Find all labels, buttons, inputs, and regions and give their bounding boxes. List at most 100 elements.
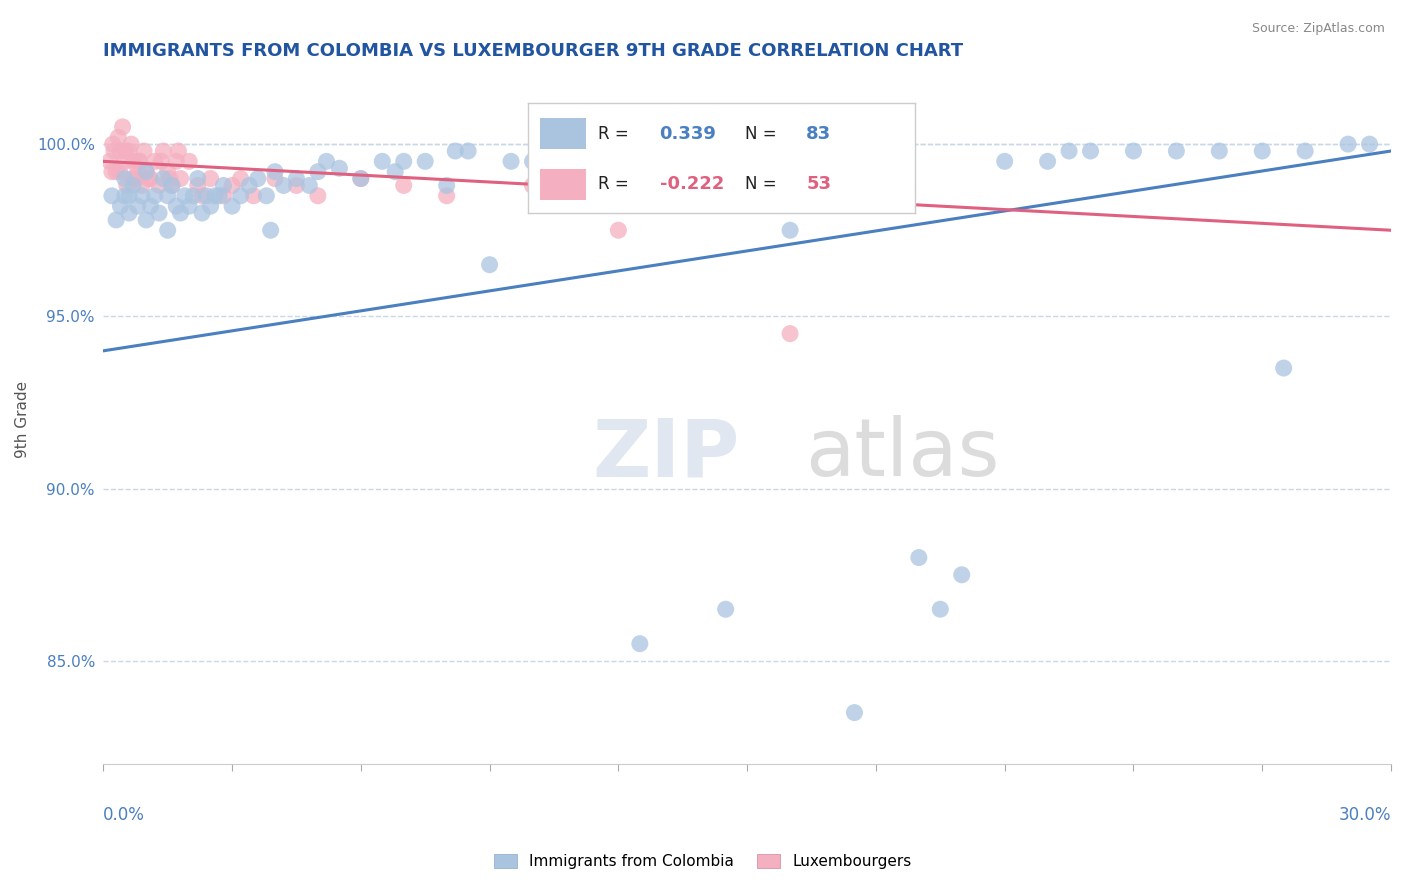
Point <box>221 199 243 213</box>
Point <box>148 178 170 193</box>
Point <box>98 154 121 169</box>
Point <box>457 144 479 158</box>
Point <box>1208 144 1230 158</box>
Point <box>128 154 150 169</box>
Point <box>118 188 141 202</box>
Point <box>127 164 149 178</box>
Point <box>229 171 252 186</box>
Point <box>238 178 260 193</box>
Point <box>118 144 141 158</box>
Point <box>208 188 231 202</box>
Point <box>107 130 129 145</box>
Point <box>101 188 124 202</box>
Point <box>105 164 128 178</box>
Point <box>143 154 166 169</box>
Point <box>108 164 131 178</box>
Point <box>543 144 565 158</box>
Point <box>212 188 235 202</box>
Point <box>191 206 214 220</box>
Point <box>821 164 844 178</box>
Point <box>650 144 672 158</box>
Point <box>156 188 179 202</box>
Point <box>371 154 394 169</box>
Point <box>436 188 458 202</box>
Point <box>499 154 522 169</box>
Point <box>1337 137 1360 152</box>
Point <box>111 120 134 134</box>
Point <box>101 164 124 178</box>
Point <box>779 326 801 341</box>
Point <box>555 164 578 178</box>
Point <box>139 199 162 213</box>
Point <box>285 178 308 193</box>
Point <box>436 178 458 193</box>
Point <box>908 550 931 565</box>
Point <box>156 223 179 237</box>
Point <box>105 213 128 227</box>
Point <box>564 188 586 202</box>
Point <box>122 178 145 193</box>
Point <box>169 206 191 220</box>
Point <box>165 199 187 213</box>
Point <box>1122 144 1144 158</box>
Point <box>131 188 153 202</box>
Point <box>183 188 205 202</box>
Point <box>315 154 337 169</box>
Point <box>413 154 436 169</box>
Point <box>246 171 269 186</box>
Point <box>693 188 716 202</box>
Point <box>120 137 142 152</box>
Y-axis label: 9th Grade: 9th Grade <box>15 381 30 458</box>
Point <box>478 258 501 272</box>
Point <box>929 602 952 616</box>
Point <box>135 164 157 178</box>
Point <box>143 188 166 202</box>
Point <box>122 154 145 169</box>
Point <box>167 144 190 158</box>
Point <box>1080 144 1102 158</box>
Point <box>114 188 136 202</box>
Point <box>392 154 415 169</box>
Text: IMMIGRANTS FROM COLOMBIA VS LUXEMBOURGER 9TH GRADE CORRELATION CHART: IMMIGRANTS FROM COLOMBIA VS LUXEMBOURGER… <box>103 42 963 60</box>
Point <box>229 188 252 202</box>
Point <box>384 164 406 178</box>
Point <box>328 161 350 176</box>
Point <box>132 144 155 158</box>
Point <box>298 178 321 193</box>
Point <box>260 223 283 237</box>
Point <box>607 223 630 237</box>
Point <box>350 171 373 186</box>
Point <box>1294 144 1316 158</box>
Point <box>114 154 136 169</box>
Point <box>242 188 264 202</box>
Legend: Immigrants from Colombia, Luxembourgers: Immigrants from Colombia, Luxembourgers <box>488 848 918 875</box>
Point <box>159 171 181 186</box>
Point <box>135 213 157 227</box>
Point <box>779 223 801 237</box>
Point <box>735 144 758 158</box>
Point <box>101 137 124 152</box>
Point <box>103 144 125 158</box>
Point <box>844 706 866 720</box>
Point <box>285 171 308 186</box>
Text: atlas: atlas <box>806 415 1000 493</box>
Point <box>1251 144 1274 158</box>
Point <box>152 144 174 158</box>
Point <box>392 178 415 193</box>
Point <box>127 199 149 213</box>
Point <box>1057 144 1080 158</box>
Point <box>114 171 136 186</box>
Point <box>204 188 226 202</box>
Point <box>865 144 887 158</box>
Point <box>173 188 195 202</box>
Point <box>212 178 235 193</box>
Point <box>350 171 373 186</box>
Point <box>1272 361 1295 376</box>
Point <box>121 171 143 186</box>
Point <box>264 171 287 186</box>
Point <box>273 178 295 193</box>
Point <box>522 178 544 193</box>
Point <box>187 171 209 186</box>
Point <box>1166 144 1188 158</box>
Point <box>200 171 222 186</box>
